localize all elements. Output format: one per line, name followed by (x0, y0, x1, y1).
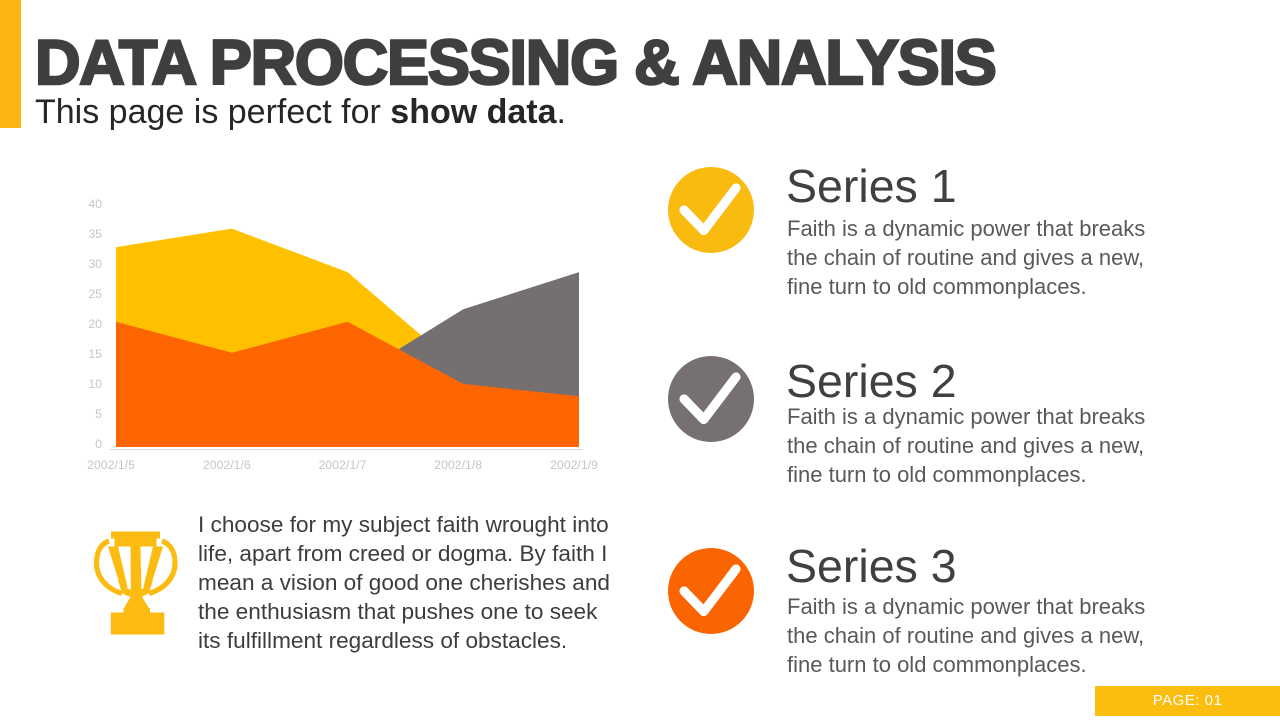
svg-text:40: 40 (88, 197, 102, 211)
svg-text:2002/1/7: 2002/1/7 (319, 458, 367, 472)
svg-text:2002/1/9: 2002/1/9 (550, 458, 598, 472)
svg-text:25: 25 (88, 287, 102, 301)
svg-text:35: 35 (88, 227, 102, 241)
svg-text:15: 15 (88, 347, 102, 361)
svg-text:5: 5 (95, 407, 102, 421)
svg-text:10: 10 (88, 377, 102, 391)
svg-text:30: 30 (88, 257, 102, 271)
svg-text:2002/1/5: 2002/1/5 (87, 458, 135, 472)
svg-text:20: 20 (88, 317, 102, 331)
svg-text:0: 0 (95, 437, 102, 451)
svg-text:2002/1/8: 2002/1/8 (434, 458, 482, 472)
svg-text:2002/1/6: 2002/1/6 (203, 458, 251, 472)
